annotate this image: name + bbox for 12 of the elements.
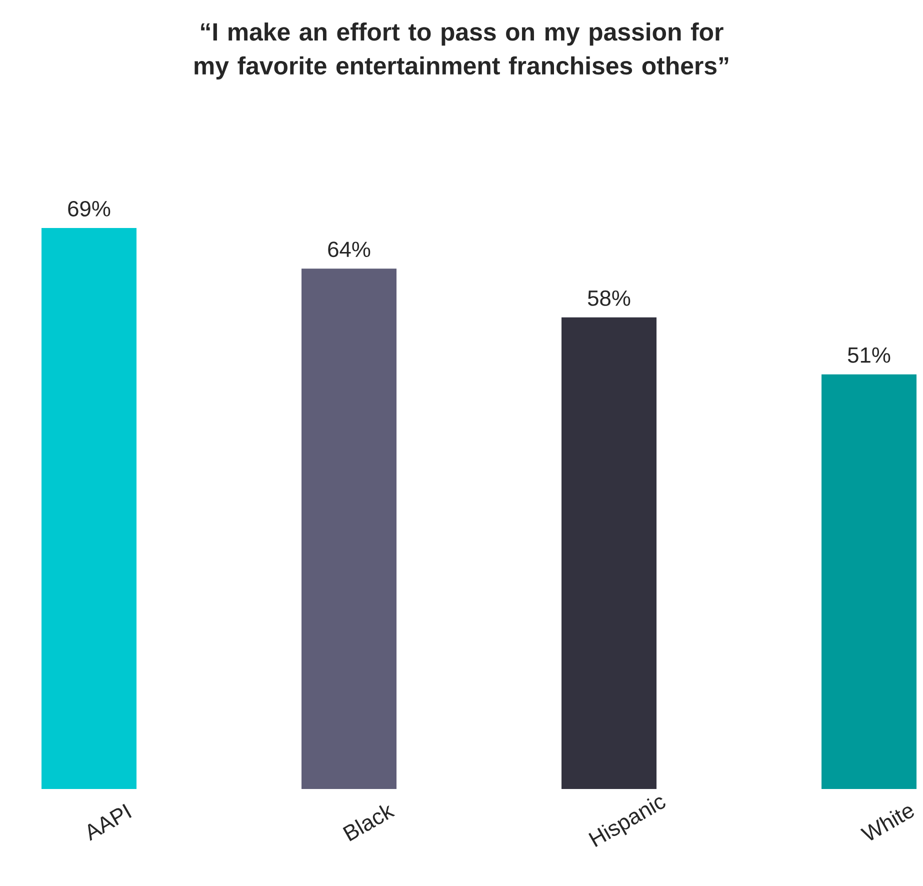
bar xyxy=(822,374,917,789)
x-tick-label: Black xyxy=(342,805,396,842)
data-label: 64% xyxy=(328,242,370,258)
bar xyxy=(562,317,657,789)
x-tick-label: White xyxy=(860,806,914,840)
bar xyxy=(42,228,136,789)
data-label: 58% xyxy=(588,290,630,306)
chart-title: “I make an effort to pass on my passion for my favorite entertainment franchises others” xyxy=(194,22,728,80)
data-label: 69% xyxy=(68,200,110,216)
x-tick-label: AAPI xyxy=(88,804,132,841)
bar xyxy=(302,268,397,789)
data-label: 51% xyxy=(848,347,890,363)
